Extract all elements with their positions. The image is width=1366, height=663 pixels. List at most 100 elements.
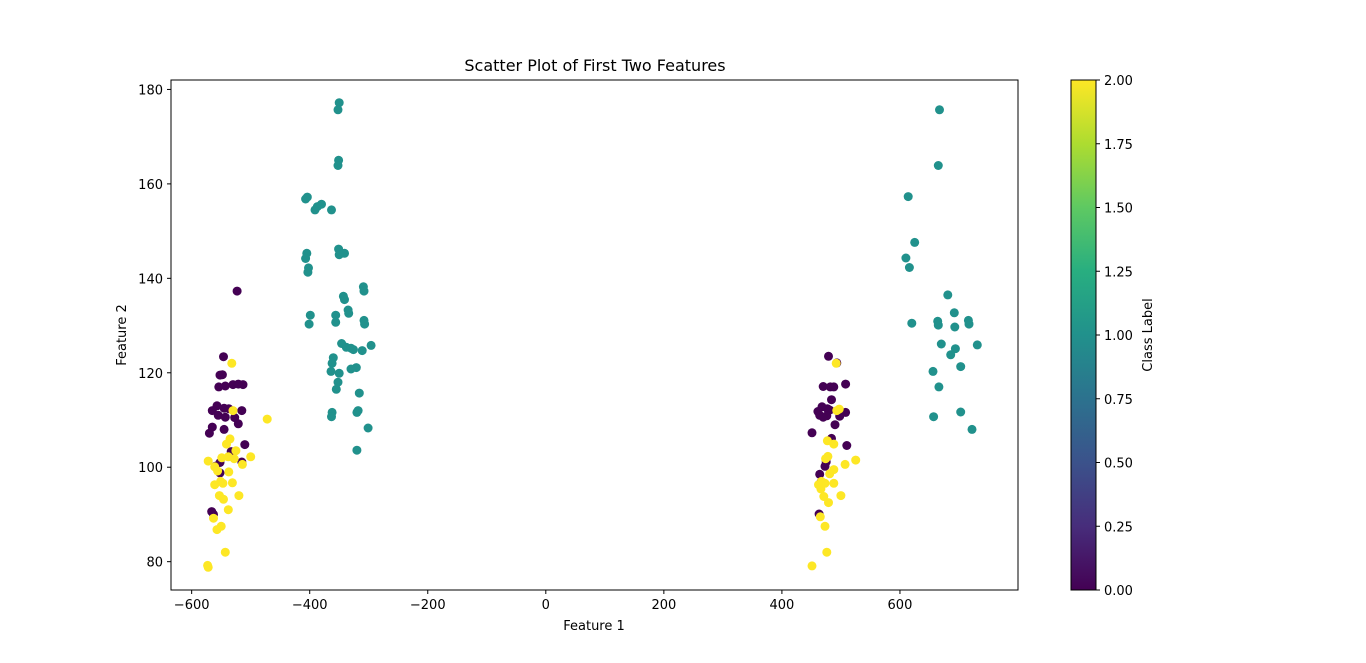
data-point (360, 319, 370, 329)
data-point (301, 194, 311, 204)
data-point (333, 377, 343, 387)
data-point (301, 254, 311, 263)
data-point (219, 352, 228, 362)
data-point (348, 345, 358, 355)
x-tick-label: 200 (651, 598, 676, 613)
data-point (907, 318, 917, 328)
data-point (237, 406, 247, 416)
data-point (815, 512, 825, 522)
data-point (818, 382, 828, 391)
data-point (359, 286, 369, 296)
data-point (334, 368, 344, 378)
data-point (213, 466, 223, 476)
data-point (219, 424, 229, 434)
data-point (220, 412, 230, 422)
points-layer (203, 98, 982, 572)
data-point (228, 406, 238, 416)
colorbar-tick-label: 1.00 (1104, 329, 1133, 344)
data-point (827, 395, 836, 405)
colorbar-tick-label: 0.00 (1104, 584, 1133, 599)
data-point (967, 424, 977, 434)
data-point (334, 98, 344, 108)
data-point (231, 446, 241, 456)
data-point (956, 407, 966, 417)
data-point (333, 161, 343, 170)
data-point (824, 498, 833, 508)
data-point (212, 525, 222, 535)
data-point (807, 561, 817, 571)
data-point (334, 250, 344, 260)
data-point (331, 317, 341, 327)
data-point (950, 322, 960, 332)
x-tick-label: −200 (410, 598, 446, 613)
data-point (815, 469, 825, 479)
data-point (840, 459, 850, 469)
data-point (327, 412, 336, 422)
y-axis: 80 100 120 140 160 180 (138, 83, 171, 571)
data-point (928, 366, 938, 376)
x-tick-label: 600 (888, 598, 913, 613)
data-point (825, 469, 835, 479)
chart-title: Scatter Plot of First Two Features (464, 56, 725, 75)
y-axis-label: Feature 2 (115, 304, 130, 366)
data-point (214, 382, 224, 392)
data-point (935, 105, 944, 115)
data-point (327, 358, 337, 368)
data-point (831, 358, 841, 368)
data-point (829, 382, 839, 392)
colorbar-tick-label: 1.75 (1104, 138, 1133, 153)
y-tick-label: 120 (138, 367, 163, 382)
data-point (819, 492, 829, 501)
data-point (929, 412, 939, 422)
data-point (310, 205, 320, 215)
x-tick-label: −600 (174, 598, 210, 613)
data-point (956, 362, 966, 372)
data-point (357, 346, 367, 356)
data-point (203, 562, 213, 572)
x-axis: −600 −400 −200 0 200 400 600 (174, 590, 913, 613)
data-point (964, 319, 974, 329)
plot-area-frame (170, 79, 1019, 591)
colorbar (1070, 79, 1097, 591)
data-point (227, 478, 237, 488)
data-point (203, 456, 213, 466)
colorbar-label: Class Label (1141, 298, 1156, 371)
data-point (234, 491, 244, 501)
data-point (305, 310, 315, 320)
data-point (943, 290, 953, 300)
data-point (829, 478, 839, 488)
data-point (331, 310, 341, 320)
x-axis-label: Feature 1 (563, 619, 625, 634)
data-point (829, 439, 839, 449)
data-point (326, 366, 336, 376)
data-point (262, 414, 272, 424)
y-tick-label: 80 (146, 556, 163, 571)
data-point (204, 428, 214, 438)
y-tick-label: 180 (138, 83, 163, 98)
data-point (219, 494, 228, 504)
data-point (240, 440, 250, 450)
y-tick-label: 140 (138, 272, 163, 287)
data-point (821, 454, 831, 464)
data-point (352, 407, 362, 417)
data-point (217, 370, 227, 380)
data-point (904, 263, 914, 272)
data-point (842, 441, 852, 450)
data-point (237, 459, 247, 469)
y-tick-label: 160 (138, 178, 163, 193)
colorbar-tick-label: 0.50 (1104, 457, 1133, 472)
data-point (824, 351, 833, 361)
data-point (213, 410, 223, 420)
colorbar-tick-label: 0.75 (1104, 393, 1133, 408)
x-tick-label: 0 (542, 598, 550, 613)
data-point (366, 340, 376, 350)
data-point (238, 380, 248, 390)
data-point (227, 358, 237, 368)
data-point (934, 382, 944, 392)
data-point (209, 513, 218, 523)
data-point (354, 388, 364, 398)
data-point (836, 491, 846, 501)
y-tick-label: 100 (138, 461, 163, 476)
data-point (223, 505, 233, 515)
x-tick-label: −400 (292, 598, 328, 613)
